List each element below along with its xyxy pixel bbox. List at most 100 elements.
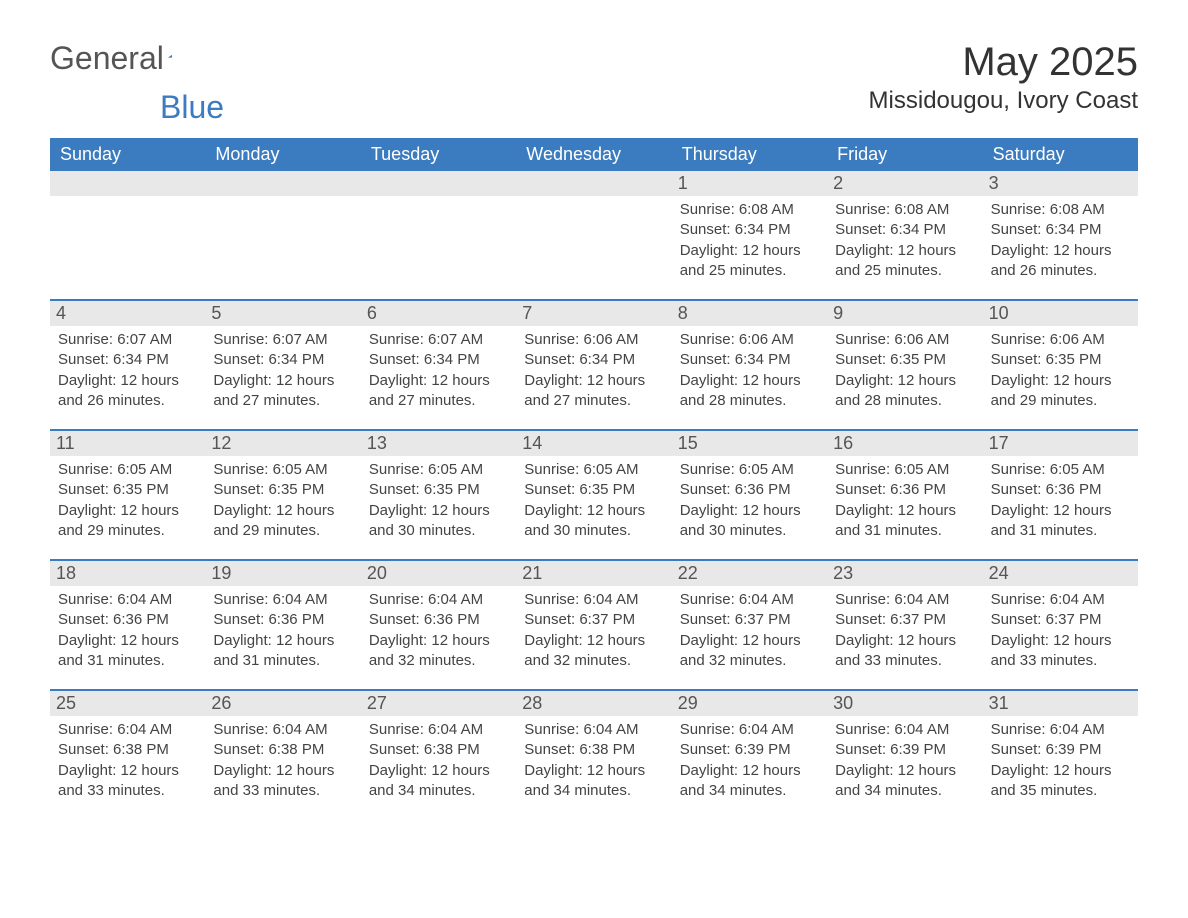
day-number: 11 bbox=[50, 431, 205, 456]
weekday-header: Wednesday bbox=[516, 138, 671, 171]
day-cell: 22Sunrise: 6:04 AMSunset: 6:37 PMDayligh… bbox=[672, 561, 827, 689]
day-number: 24 bbox=[983, 561, 1138, 586]
day-cell: 5Sunrise: 6:07 AMSunset: 6:34 PMDaylight… bbox=[205, 301, 360, 429]
day-number: 31 bbox=[983, 691, 1138, 716]
day-detail: Sunrise: 6:08 AMSunset: 6:34 PMDaylight:… bbox=[678, 200, 821, 281]
day-detail: Sunrise: 6:05 AMSunset: 6:35 PMDaylight:… bbox=[522, 460, 665, 541]
day-number: 10 bbox=[983, 301, 1138, 326]
day-detail: Sunrise: 6:07 AMSunset: 6:34 PMDaylight:… bbox=[211, 330, 354, 411]
day-cell-empty bbox=[361, 171, 516, 299]
day-number: 22 bbox=[672, 561, 827, 586]
weekday-header: Saturday bbox=[983, 138, 1138, 171]
day-detail: Sunrise: 6:04 AMSunset: 6:36 PMDaylight:… bbox=[367, 590, 510, 671]
day-number: 17 bbox=[983, 431, 1138, 456]
page-title: May 2025 bbox=[869, 40, 1138, 85]
day-cell: 19 Sunrise: 6:04 AMSunset: 6:36 PMDayligh… bbox=[205, 561, 360, 689]
logo: General bbox=[50, 40, 196, 77]
day-cell: 27 Sunrise: 6:04 AMSunset: 6:38 PMDayligh… bbox=[361, 691, 516, 819]
weekday-header: Tuesday bbox=[361, 138, 516, 171]
day-cell-empty bbox=[205, 171, 360, 299]
day-cell: 10Sunrise: 6:06 AMSunset: 6:35 PMDayligh… bbox=[983, 301, 1138, 429]
week-row: 11Sunrise: 6:05 AMSunset: 6:35 PMDayligh… bbox=[50, 429, 1138, 559]
day-cell: 24Sunrise: 6:04 AMSunset: 6:37 PMDayligh… bbox=[983, 561, 1138, 689]
day-detail: Sunrise: 6:07 AMSunset: 6:34 PMDaylight:… bbox=[56, 330, 199, 411]
day-cell: 4 Sunrise: 6:07 AMSunset: 6:34 PMDaylight… bbox=[50, 301, 205, 429]
day-detail: Sunrise: 6:04 AMSunset: 6:36 PMDaylight:… bbox=[56, 590, 199, 671]
day-detail: Sunrise: 6:05 AMSunset: 6:35 PMDaylight:… bbox=[211, 460, 354, 541]
day-number: 29 bbox=[672, 691, 827, 716]
weekday-header: Thursday bbox=[672, 138, 827, 171]
day-detail: Sunrise: 6:04 AMSunset: 6:39 PMDaylight:… bbox=[989, 720, 1132, 801]
day-cell: 1 Sunrise: 6:08 AMSunset: 6:34 PMDaylight… bbox=[672, 171, 827, 299]
weekday-header: Sunday bbox=[50, 138, 205, 171]
day-cell: 7 Sunrise: 6:06 AMSunset: 6:34 PMDaylight… bbox=[516, 301, 671, 429]
weekday-header-row: SundayMondayTuesdayWednesdayThursdayFrid… bbox=[50, 138, 1138, 171]
day-number: 4 bbox=[50, 301, 205, 326]
day-detail: Sunrise: 6:04 AMSunset: 6:38 PMDaylight:… bbox=[56, 720, 199, 801]
day-number: 8 bbox=[672, 301, 827, 326]
day-number: 14 bbox=[516, 431, 671, 456]
day-detail: Sunrise: 6:05 AMSunset: 6:35 PMDaylight:… bbox=[367, 460, 510, 541]
day-number: 18 bbox=[50, 561, 205, 586]
day-cell: 25 Sunrise: 6:04 AMSunset: 6:38 PMDayligh… bbox=[50, 691, 205, 819]
day-number: 12 bbox=[205, 431, 360, 456]
day-number: 19 bbox=[205, 561, 360, 586]
day-number: 27 bbox=[361, 691, 516, 716]
day-number: 6 bbox=[361, 301, 516, 326]
day-detail: Sunrise: 6:04 AMSunset: 6:37 PMDaylight:… bbox=[522, 590, 665, 671]
day-detail: Sunrise: 6:04 AMSunset: 6:38 PMDaylight:… bbox=[211, 720, 354, 801]
week-row: 1Sunrise: 6:08 AMSunset: 6:34 PMDaylight… bbox=[50, 171, 1138, 299]
day-number: 25 bbox=[50, 691, 205, 716]
weekday-header: Monday bbox=[205, 138, 360, 171]
weekday-header: Friday bbox=[827, 138, 982, 171]
day-cell: 16Sunrise: 6:05 AMSunset: 6:36 PMDayligh… bbox=[827, 431, 982, 559]
day-cell: 23 Sunrise: 6:04 AMSunset: 6:37 PMDayligh… bbox=[827, 561, 982, 689]
day-detail: Sunrise: 6:06 AMSunset: 6:34 PMDaylight:… bbox=[678, 330, 821, 411]
day-detail: Sunrise: 6:04 AMSunset: 6:38 PMDaylight:… bbox=[367, 720, 510, 801]
day-cell: 15Sunrise: 6:05 AMSunset: 6:36 PMDayligh… bbox=[672, 431, 827, 559]
day-detail: Sunrise: 6:08 AMSunset: 6:34 PMDaylight:… bbox=[989, 200, 1132, 281]
logo-text-general: General bbox=[50, 40, 164, 77]
day-detail: Sunrise: 6:05 AMSunset: 6:36 PMDaylight:… bbox=[989, 460, 1132, 541]
day-detail: Sunrise: 6:04 AMSunset: 6:39 PMDaylight:… bbox=[678, 720, 821, 801]
day-number: 21 bbox=[516, 561, 671, 586]
day-cell: 8 Sunrise: 6:06 AMSunset: 6:34 PMDaylight… bbox=[672, 301, 827, 429]
day-number bbox=[205, 171, 360, 196]
day-detail: Sunrise: 6:04 AMSunset: 6:38 PMDaylight:… bbox=[522, 720, 665, 801]
day-detail: Sunrise: 6:08 AMSunset: 6:34 PMDaylight:… bbox=[833, 200, 976, 281]
day-detail: Sunrise: 6:04 AMSunset: 6:36 PMDaylight:… bbox=[211, 590, 354, 671]
day-number: 26 bbox=[205, 691, 360, 716]
day-number: 28 bbox=[516, 691, 671, 716]
day-detail: Sunrise: 6:04 AMSunset: 6:39 PMDaylight:… bbox=[833, 720, 976, 801]
day-number: 23 bbox=[827, 561, 982, 586]
day-detail: Sunrise: 6:05 AMSunset: 6:35 PMDaylight:… bbox=[56, 460, 199, 541]
day-number: 9 bbox=[827, 301, 982, 326]
day-number bbox=[50, 171, 205, 196]
day-cell: 30 Sunrise: 6:04 AMSunset: 6:39 PMDayligh… bbox=[827, 691, 982, 819]
page-location: Missidougou, Ivory Coast bbox=[869, 87, 1138, 115]
day-number: 1 bbox=[672, 171, 827, 196]
week-row: 4Sunrise: 6:07 AMSunset: 6:34 PMDaylight… bbox=[50, 299, 1138, 429]
day-detail: Sunrise: 6:07 AMSunset: 6:34 PMDaylight:… bbox=[367, 330, 510, 411]
day-cell: 12 Sunrise: 6:05 AMSunset: 6:35 PMDayligh… bbox=[205, 431, 360, 559]
day-cell: 17 Sunrise: 6:05 AMSunset: 6:36 PMDayligh… bbox=[983, 431, 1138, 559]
day-number: 7 bbox=[516, 301, 671, 326]
day-number bbox=[516, 171, 671, 196]
calendar: SundayMondayTuesdayWednesdayThursdayFrid… bbox=[50, 138, 1138, 819]
day-number: 2 bbox=[827, 171, 982, 196]
day-number: 20 bbox=[361, 561, 516, 586]
day-cell: 31 Sunrise: 6:04 AMSunset: 6:39 PMDayligh… bbox=[983, 691, 1138, 819]
weeks-container: 1Sunrise: 6:08 AMSunset: 6:34 PMDaylight… bbox=[50, 171, 1138, 819]
day-cell: 21 Sunrise: 6:04 AMSunset: 6:37 PMDayligh… bbox=[516, 561, 671, 689]
day-cell-empty bbox=[50, 171, 205, 299]
day-cell: 9Sunrise: 6:06 AMSunset: 6:35 PMDaylight… bbox=[827, 301, 982, 429]
day-detail: Sunrise: 6:06 AMSunset: 6:34 PMDaylight:… bbox=[522, 330, 665, 411]
week-row: 25Sunrise: 6:04 AMSunset: 6:38 PMDayligh… bbox=[50, 689, 1138, 819]
day-cell: 11 Sunrise: 6:05 AMSunset: 6:35 PMDayligh… bbox=[50, 431, 205, 559]
day-cell: 18 Sunrise: 6:04 AMSunset: 6:36 PMDayligh… bbox=[50, 561, 205, 689]
day-number: 3 bbox=[983, 171, 1138, 196]
day-detail: Sunrise: 6:04 AMSunset: 6:37 PMDaylight:… bbox=[833, 590, 976, 671]
day-number: 30 bbox=[827, 691, 982, 716]
title-block: May 2025 Missidougou, Ivory Coast bbox=[869, 40, 1138, 115]
day-detail: Sunrise: 6:05 AMSunset: 6:36 PMDaylight:… bbox=[833, 460, 976, 541]
